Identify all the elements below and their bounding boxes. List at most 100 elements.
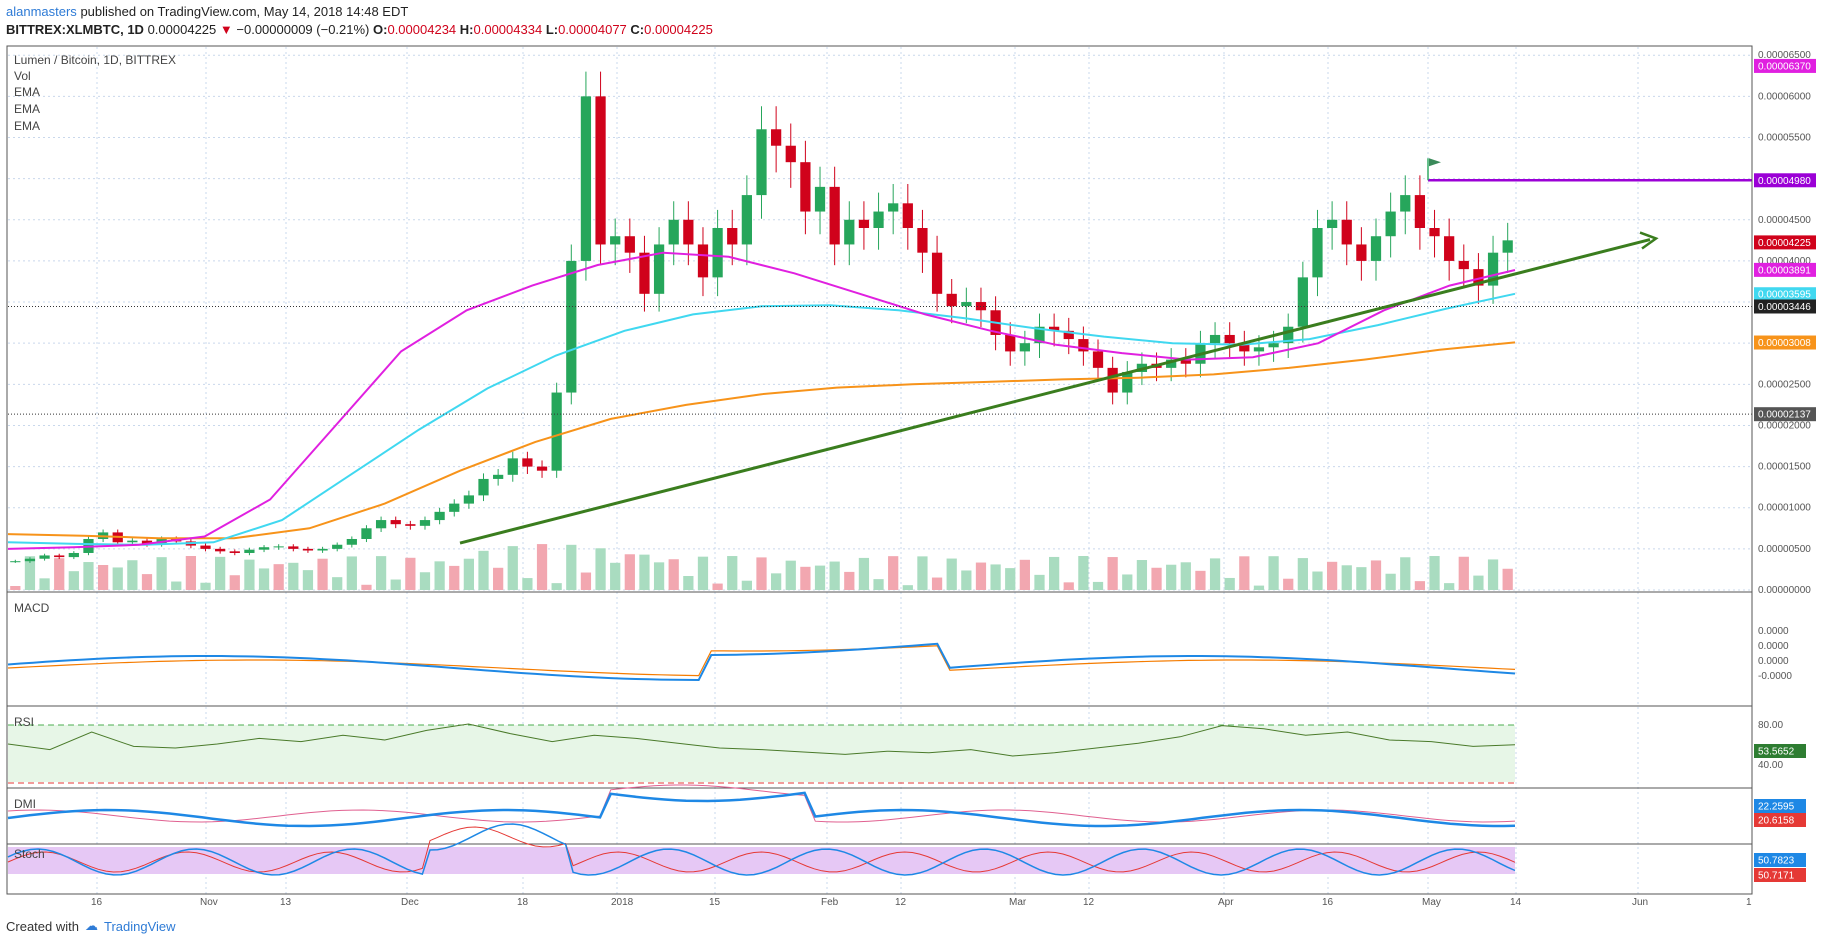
candle-body — [1092, 351, 1104, 368]
indicator-tag-label: 20.6158 — [1758, 816, 1795, 827]
price-tick-label: 0.00006500 — [1758, 50, 1811, 61]
candle-body — [800, 162, 811, 212]
candle-body — [1502, 240, 1513, 253]
volume-bar — [1092, 581, 1104, 590]
candle-body — [200, 545, 211, 549]
candle-body — [785, 145, 796, 163]
time-tick-label: 13 — [280, 897, 292, 908]
time-tick-label: 18 — [517, 897, 529, 908]
candle-body — [1326, 219, 1338, 228]
price-tag-bg — [1754, 287, 1816, 302]
candle-body — [829, 186, 840, 245]
volume-bar — [1180, 562, 1191, 590]
candle-body — [946, 293, 957, 307]
candle-body — [566, 260, 577, 393]
price-tag-label: 0.00003595 — [1758, 290, 1811, 301]
volume-bar — [229, 575, 240, 590]
volume-bar — [902, 585, 913, 590]
candle-body — [1049, 326, 1060, 331]
candles — [10, 71, 1513, 563]
volume-bar — [580, 572, 592, 590]
volume-bar — [24, 556, 36, 590]
indicator-tag-label: 50.7171 — [1758, 871, 1795, 882]
trend-arrow-icon — [1639, 231, 1659, 250]
candle-body — [1107, 367, 1118, 393]
volume-bar — [273, 564, 284, 590]
time-tick-label: 12 — [895, 897, 907, 908]
candle-body — [610, 236, 621, 245]
volume-bar — [1414, 581, 1426, 590]
price-tick-label: 0.00005500 — [1758, 133, 1811, 144]
candle-body — [741, 195, 752, 245]
ema-short-line — [7, 251, 1516, 550]
ohlc-line: BITTREX:XLMBTC, 1D 0.00004225 ▼ −0.00000… — [6, 22, 713, 37]
candle-body — [580, 96, 592, 261]
stoch-band — [8, 847, 1515, 874]
candle-body — [1078, 339, 1089, 352]
created-with: Created with — [6, 918, 79, 934]
time-axis: 16 Nov 13 Dec 18 2018 15 Feb 12 Mar 12 Apr 16 May 14 Ju… — [91, 897, 1752, 908]
time-tick-label: 16 — [1322, 897, 1334, 908]
volume-bar — [771, 573, 782, 590]
open-label: O: — [373, 22, 388, 37]
candle-body — [917, 228, 928, 253]
candle-body — [1283, 326, 1294, 344]
publish-info: published on TradingView.com, May 14, 20… — [80, 4, 409, 19]
time-tick-label: Nov — [200, 897, 218, 908]
price-tag-bg — [1754, 173, 1816, 188]
candle-body — [1444, 236, 1455, 261]
dmi-adx-line — [7, 791, 1516, 828]
candle-body — [1239, 343, 1250, 352]
volume-bar — [434, 561, 445, 590]
candle-body — [771, 129, 782, 146]
volume-bar — [1224, 577, 1235, 590]
volume-bars — [10, 544, 1513, 590]
high-value: 0.00004334 — [473, 22, 543, 37]
change-down-icon: ▼ — [219, 22, 233, 37]
volume-bar — [990, 564, 1001, 590]
price-tick-label: 0.00001500 — [1758, 462, 1811, 473]
volume-bar — [961, 570, 972, 590]
candle-body — [419, 520, 431, 526]
candle-body — [1429, 228, 1440, 237]
candle-body — [551, 392, 562, 471]
tradingview-link[interactable]: TradingView — [103, 918, 176, 934]
volume-bar — [814, 565, 826, 590]
volume-bar — [785, 560, 796, 590]
candle-body — [478, 478, 489, 496]
price-tick-label: 0.00000000 — [1758, 585, 1811, 596]
volume-bar — [888, 556, 899, 590]
volume-bar — [1151, 567, 1162, 590]
price-tag-label: 0.00004980 — [1758, 176, 1811, 187]
indicator-tag-bg — [1754, 744, 1806, 758]
candle-body — [712, 228, 723, 278]
volume-bar — [741, 580, 752, 590]
candle-body — [1487, 252, 1499, 286]
candle-body — [1122, 371, 1133, 393]
volume-bar — [1239, 556, 1250, 590]
volume-bar — [1268, 556, 1279, 590]
low-value: 0.00004077 — [558, 22, 627, 37]
volume-bar — [683, 576, 694, 590]
candle-body — [127, 540, 138, 543]
price-tag-bg — [1754, 335, 1816, 350]
volume-bar — [1356, 567, 1367, 590]
volume-bar — [1209, 558, 1221, 590]
candle-body — [595, 96, 606, 245]
drawn-lines — [8, 158, 1752, 545]
candle-body — [24, 558, 36, 562]
volume-bar — [83, 562, 94, 590]
volume-bar — [1370, 560, 1382, 590]
volume-bar — [1458, 556, 1469, 590]
volume-bar — [1063, 582, 1074, 590]
author-link[interactable]: alanmasters — [6, 4, 77, 19]
volume-bar — [171, 581, 182, 590]
volume-bar — [1122, 574, 1133, 590]
candle-body — [1063, 330, 1074, 340]
time-tick-label: Mar — [1009, 897, 1027, 908]
candle-body — [727, 228, 738, 245]
volume-bar — [639, 554, 650, 590]
candle-body — [1341, 219, 1352, 245]
price-tag-label: 0.00004225 — [1758, 238, 1811, 249]
